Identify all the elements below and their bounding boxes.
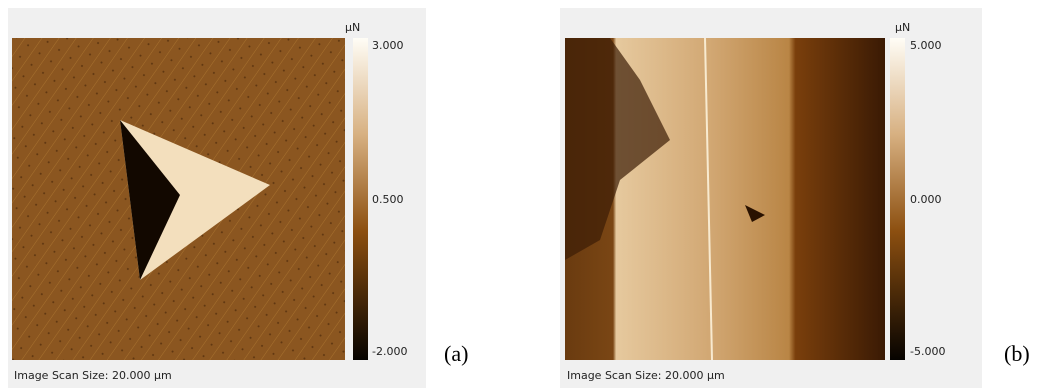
unit: µN [895,21,910,34]
colorbar [353,38,368,360]
caption: Image Scan Size: 20.000 µm [14,369,172,382]
caption: Image Scan Size: 20.000 µm [567,369,725,382]
unit: µN [345,21,360,34]
panel-label: (b) [1004,341,1030,366]
colorbar-tick: 0.000 [910,193,942,206]
colorbar [890,38,905,360]
figure: µN 3.000 0.500 -2.000 Image Scan Size: 2… [0,0,1049,388]
colorbar-tick: -5.000 [910,345,945,358]
colorbar-tick: -2.000 [372,345,407,358]
colorbar-tick: 0.500 [372,193,404,206]
colorbar-tick: 5.000 [910,39,942,52]
panel-label: (a) [444,341,468,366]
colorbar-tick: 3.000 [372,39,404,52]
